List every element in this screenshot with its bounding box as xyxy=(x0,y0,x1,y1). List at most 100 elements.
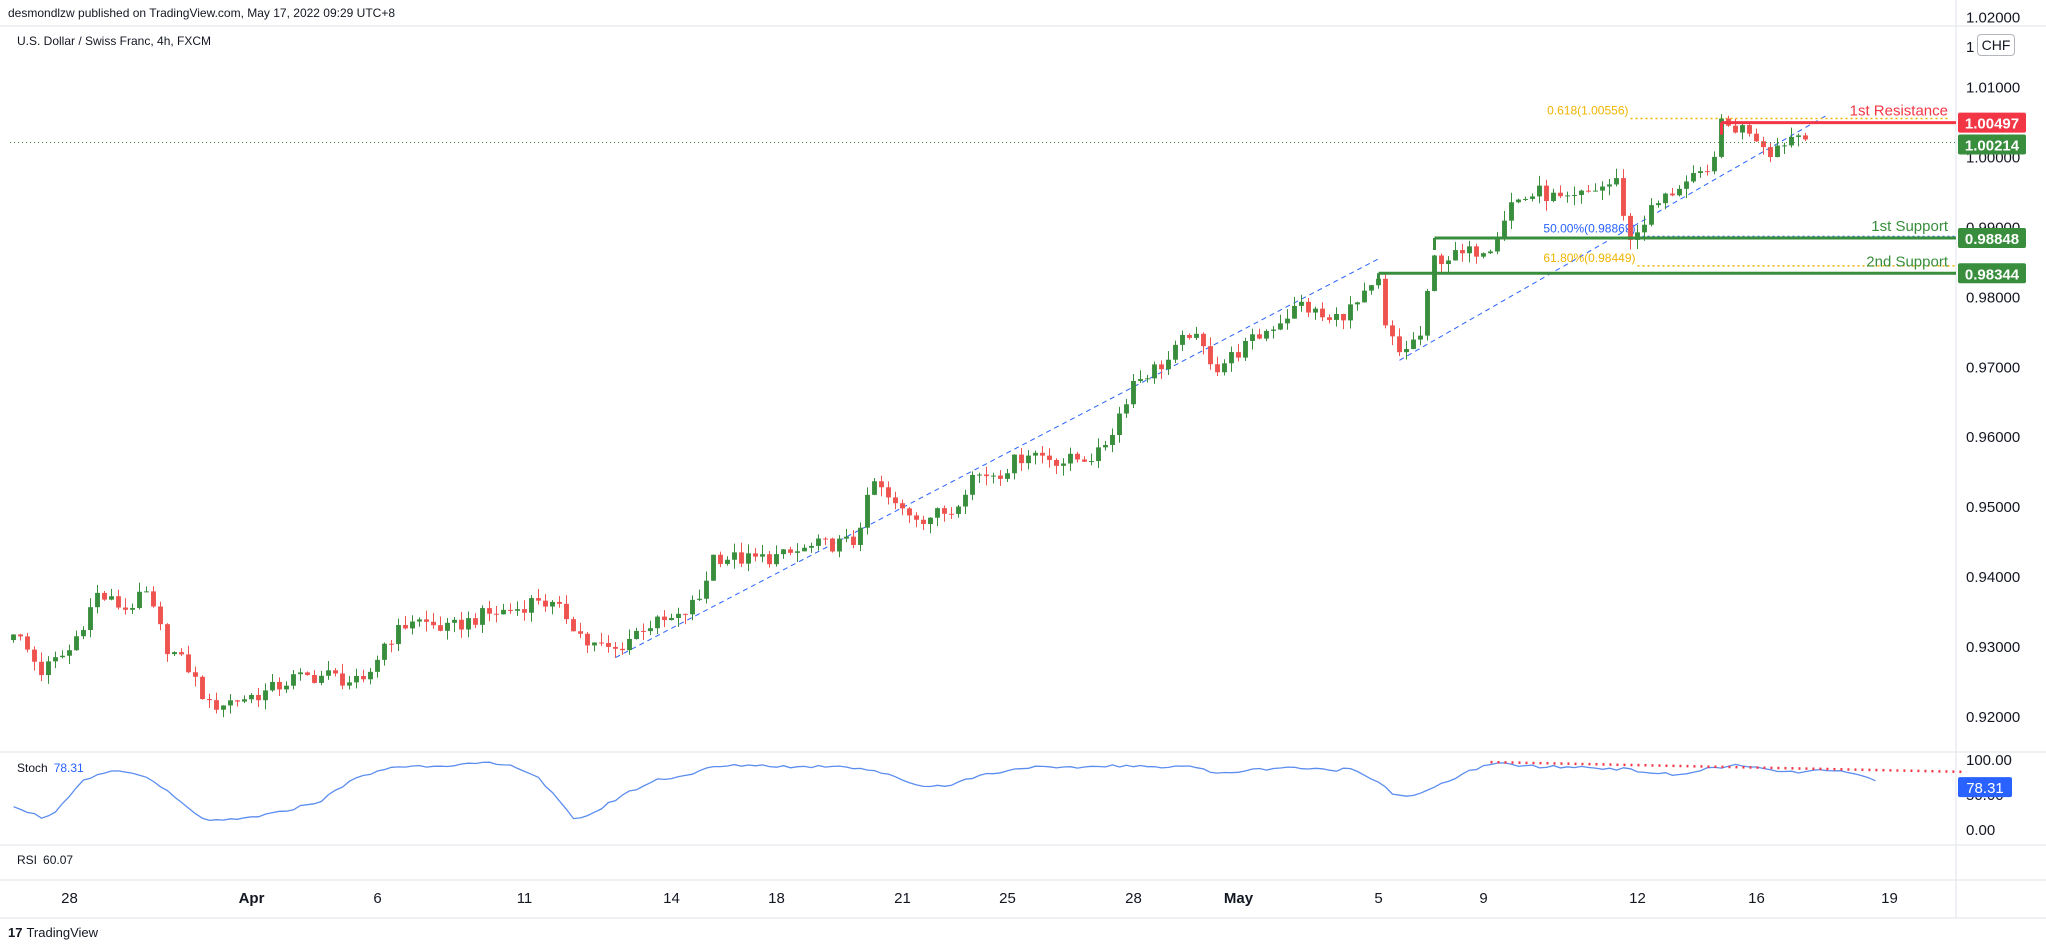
candle-body xyxy=(137,591,142,608)
time-tick-label: 28 xyxy=(1125,890,1142,907)
candle-body xyxy=(851,536,856,545)
candle-body xyxy=(214,700,219,710)
candle-body xyxy=(1061,463,1066,466)
trend-lines xyxy=(615,115,1827,659)
footer-brand[interactable]: 17 TradingView xyxy=(8,925,98,940)
candle-body xyxy=(494,613,499,615)
candle-body xyxy=(571,619,576,632)
candle-body xyxy=(221,705,226,710)
candle-body xyxy=(774,554,779,565)
symbol-title[interactable]: U.S. Dollar / Swiss Franc, 4h, FXCM xyxy=(17,34,212,48)
stoch-legend[interactable]: Stoch 78.31 xyxy=(17,761,84,775)
candle-body xyxy=(1446,260,1451,265)
time-tick-label: 18 xyxy=(768,890,785,907)
candle-body xyxy=(11,634,16,641)
candle-body xyxy=(1201,333,1206,347)
candle-body xyxy=(1572,194,1577,196)
candle-body xyxy=(1775,145,1780,158)
candle-body xyxy=(200,676,205,700)
rsi-legend[interactable]: RSI 60.07 xyxy=(17,853,73,867)
candle-body xyxy=(1012,454,1017,474)
candle-body xyxy=(1236,352,1241,358)
candle-body xyxy=(963,494,968,507)
candle-body xyxy=(543,600,548,607)
candle-body xyxy=(32,649,37,662)
candle-body xyxy=(1243,341,1248,358)
candle-body xyxy=(298,672,303,675)
time-tick-label: May xyxy=(1224,890,1254,907)
candle-body xyxy=(249,694,254,700)
trend-line xyxy=(615,258,1379,659)
candle-body xyxy=(326,670,331,676)
candle-body xyxy=(151,591,156,607)
candle-body xyxy=(1159,364,1164,370)
price-tick-label: 0.97000 xyxy=(1966,359,2020,376)
candle-body xyxy=(88,607,93,630)
time-axis[interactable]: 28 Apr 6 11 14 18 21 25 28 May 5 9 12 16 19 xyxy=(61,890,1898,907)
candle-body xyxy=(1222,363,1227,373)
candle-body xyxy=(18,634,23,637)
candle-body xyxy=(1565,195,1570,197)
candle-body xyxy=(515,609,520,611)
candle-body xyxy=(1796,135,1801,137)
time-tick-label: 6 xyxy=(373,890,381,907)
level-price-badge-bg xyxy=(1958,112,2026,133)
candle-body xyxy=(1747,125,1752,134)
candle-body xyxy=(1439,255,1444,265)
candle-body xyxy=(1075,453,1080,460)
candle-body xyxy=(1593,190,1598,192)
candle-body xyxy=(1068,453,1073,464)
candle-body xyxy=(1089,461,1094,463)
candle-body xyxy=(585,633,590,646)
candle-body xyxy=(1635,232,1640,240)
candle-body xyxy=(1341,313,1346,321)
candle-body xyxy=(319,675,324,683)
candle-body xyxy=(1166,359,1171,370)
candle-body xyxy=(123,607,128,610)
time-tick-label: 19 xyxy=(1881,890,1898,907)
price-axis[interactable]: 1.020001.010001.000000.990000.980000.970… xyxy=(1958,10,2026,839)
candle-body xyxy=(991,475,996,477)
fib-label: 0.618(1.00556) xyxy=(1547,104,1628,118)
candle-body xyxy=(1460,250,1465,254)
candle-body xyxy=(452,619,457,623)
candle-body xyxy=(676,613,681,618)
candle-body xyxy=(746,553,751,564)
candle-body xyxy=(1754,133,1759,142)
candle-body xyxy=(480,608,485,625)
candle-body xyxy=(564,603,569,620)
candle-body xyxy=(165,624,170,655)
candle-body xyxy=(1173,344,1178,360)
brand-text: TradingView xyxy=(26,925,99,940)
published-header: desmondlzw published on TradingView.com,… xyxy=(8,6,396,20)
candles xyxy=(11,114,1808,718)
candle-body xyxy=(487,608,492,614)
currency-button[interactable]: CHF xyxy=(1977,34,2015,56)
candle-body xyxy=(823,538,828,540)
candle-body xyxy=(1733,125,1738,133)
candle-body xyxy=(1558,192,1563,197)
candle-body xyxy=(1411,339,1416,350)
candle-body xyxy=(228,700,233,706)
candle-body xyxy=(347,682,352,686)
candle-body xyxy=(1208,346,1213,365)
candle-body xyxy=(53,657,58,662)
candle-body xyxy=(599,642,604,644)
candle-body xyxy=(1110,434,1115,445)
candle-body xyxy=(1404,349,1409,353)
candle-body xyxy=(935,508,940,518)
level-name: 1st Resistance xyxy=(1850,103,1948,120)
candle-body xyxy=(781,549,786,555)
time-tick-label: 28 xyxy=(61,890,78,907)
candle-body xyxy=(375,659,380,672)
candle-body xyxy=(844,536,849,539)
fib-label: 50.00%(0.98869) xyxy=(1543,222,1635,236)
candle-body xyxy=(116,596,121,608)
candle-body xyxy=(1047,455,1052,460)
candle-body xyxy=(942,508,947,514)
candle-body xyxy=(725,559,730,564)
candle-body xyxy=(1537,185,1542,197)
rsi-legend-value: 60.07 xyxy=(43,853,74,867)
candle-body xyxy=(1418,335,1423,340)
candle-body xyxy=(1684,181,1689,189)
